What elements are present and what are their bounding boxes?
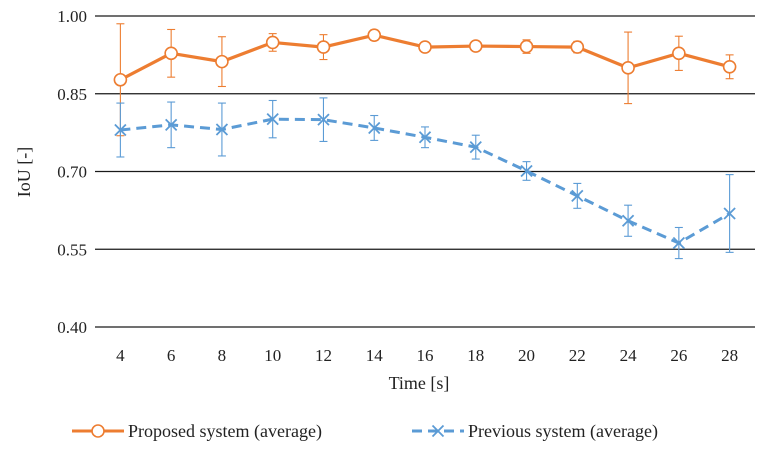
x-tick-label: 6 — [167, 346, 176, 365]
data-point — [520, 164, 533, 178]
series-1 — [113, 23, 737, 137]
legend-marker — [431, 424, 445, 438]
data-point — [723, 207, 736, 220]
y-tick-label: 0.85 — [57, 85, 87, 104]
x-tick-label: 20 — [518, 346, 535, 365]
legend-marker — [91, 424, 105, 438]
x-tick-label: 4 — [116, 346, 125, 365]
y-tick-label: 0.70 — [57, 163, 87, 182]
x-tick-label: 26 — [670, 346, 687, 365]
legend-label: Previous system (average) — [468, 421, 658, 442]
y-tick-label: 0.55 — [57, 240, 87, 259]
data-point — [571, 189, 584, 202]
x-tick-label: 24 — [620, 346, 638, 365]
x-tick-label: 18 — [467, 346, 484, 365]
data-point — [316, 40, 331, 54]
grid — [95, 15, 755, 328]
data-point — [368, 121, 381, 135]
legend-item-1: Proposed system (average) — [72, 421, 322, 442]
x-tick-label: 12 — [315, 346, 332, 365]
x-tick-label: 22 — [569, 346, 586, 365]
data-point — [114, 123, 127, 137]
x-tick-label: 10 — [264, 346, 281, 365]
data-point — [519, 39, 534, 54]
data-point — [621, 61, 635, 75]
data-point — [672, 236, 685, 250]
series — [113, 23, 737, 260]
data-point — [265, 35, 280, 50]
legend-item-2: Previous system (average) — [412, 421, 658, 442]
legend: Proposed system (average) Previous system… — [72, 421, 658, 442]
data-point — [165, 118, 178, 131]
x-tick-label: 14 — [366, 346, 384, 365]
data-point — [215, 54, 229, 69]
x-axis-ticks: 4 6 8 10 12 14 16 18 20 22 24 26 28 — [116, 346, 738, 365]
y-tick-label: 0.40 — [57, 318, 87, 337]
data-point — [215, 123, 229, 136]
y-tick-label: 1.00 — [57, 7, 87, 26]
data-point — [672, 46, 686, 61]
series-2 — [114, 97, 736, 260]
data-point — [722, 59, 737, 74]
data-point — [570, 40, 585, 54]
y-axis-ticks: 0.40 0.55 0.70 0.85 1.00 — [57, 7, 87, 337]
data-point — [113, 72, 128, 87]
x-axis-label: Time [s] — [389, 373, 450, 393]
data-point — [468, 39, 483, 53]
data-point — [621, 214, 635, 227]
x-tick-label: 16 — [417, 346, 434, 365]
data-point — [418, 40, 432, 54]
data-point — [367, 28, 382, 42]
data-point — [418, 131, 432, 144]
data-point — [469, 141, 482, 154]
legend-label: Proposed system (average) — [128, 421, 322, 442]
x-tick-label: 8 — [218, 346, 227, 365]
x-tick-label: 28 — [721, 346, 738, 365]
data-point — [317, 113, 330, 126]
data-point — [164, 46, 178, 61]
data-point — [266, 113, 279, 126]
y-axis-label: IoU [-] — [14, 147, 34, 197]
